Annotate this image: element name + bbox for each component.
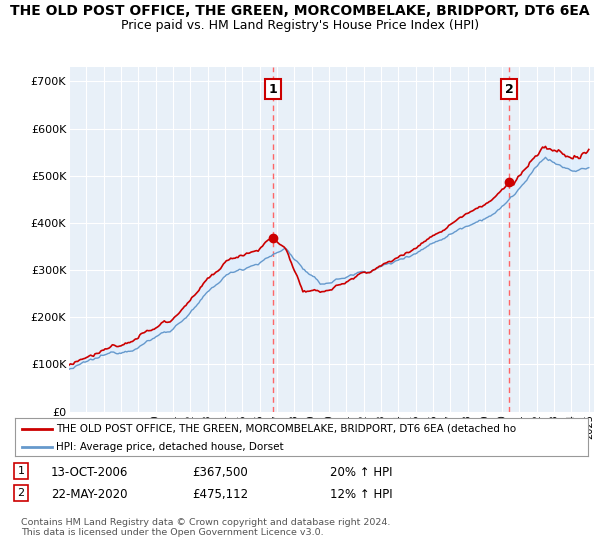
- Text: £475,112: £475,112: [192, 488, 248, 501]
- Text: 12% ↑ HPI: 12% ↑ HPI: [330, 488, 392, 501]
- Text: 1: 1: [17, 466, 25, 476]
- Text: 2: 2: [505, 83, 514, 96]
- Text: Contains HM Land Registry data © Crown copyright and database right 2024.
This d: Contains HM Land Registry data © Crown c…: [21, 518, 391, 538]
- Text: THE OLD POST OFFICE, THE GREEN, MORCOMBELAKE, BRIDPORT, DT6 6EA (detached ho: THE OLD POST OFFICE, THE GREEN, MORCOMBE…: [56, 423, 517, 433]
- Text: THE OLD POST OFFICE, THE GREEN, MORCOMBELAKE, BRIDPORT, DT6 6EA: THE OLD POST OFFICE, THE GREEN, MORCOMBE…: [10, 4, 590, 18]
- Text: HPI: Average price, detached house, Dorset: HPI: Average price, detached house, Dors…: [56, 442, 284, 452]
- Text: 1: 1: [269, 83, 278, 96]
- Text: £367,500: £367,500: [192, 466, 248, 479]
- Text: 22-MAY-2020: 22-MAY-2020: [51, 488, 128, 501]
- Text: 2: 2: [17, 488, 25, 498]
- Text: 20% ↑ HPI: 20% ↑ HPI: [330, 466, 392, 479]
- Text: 13-OCT-2006: 13-OCT-2006: [51, 466, 128, 479]
- Text: Price paid vs. HM Land Registry's House Price Index (HPI): Price paid vs. HM Land Registry's House …: [121, 19, 479, 32]
